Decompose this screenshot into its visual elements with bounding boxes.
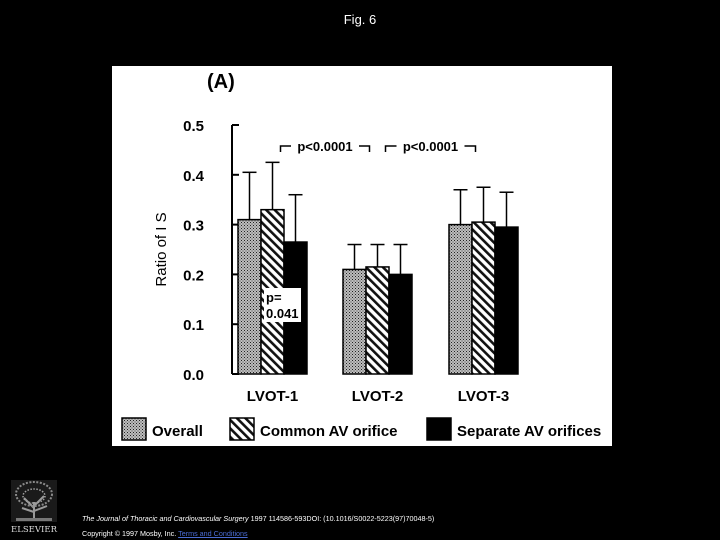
bar — [448, 223, 473, 375]
y-tick-label: 0.5 — [183, 118, 204, 135]
terms-link[interactable]: Terms and Conditions — [178, 529, 248, 538]
annotation-box — [264, 288, 301, 322]
citation: The Journal of Thoracic and Cardiovascul… — [82, 514, 712, 523]
legend-swatch — [229, 417, 255, 441]
bar — [471, 221, 496, 375]
significance-label: p<0.0001 — [297, 139, 352, 154]
legend-label: Common AV orifice — [260, 423, 398, 440]
significance-bracket — [384, 145, 477, 152]
significance-bracket — [279, 145, 371, 152]
x-tick-label: LVOT-1 — [247, 388, 298, 405]
significance-label: p<0.0001 — [403, 139, 458, 154]
legend-swatch — [426, 417, 452, 441]
y-axis-label: Ratio of I S — [153, 212, 170, 286]
bar-chart: (A) 0.0 0.1 0.2 0.3 0.4 0.5 Ratio of I S LVOT-1 L… — [121, 71, 601, 441]
y-tick-label: 0.4 — [183, 168, 205, 185]
legend-label: Separate AV orifices — [457, 423, 601, 440]
bar — [365, 266, 390, 375]
legend-swatch — [121, 417, 147, 441]
annotation-text: p= — [266, 290, 282, 305]
citation-details: 1997 114586-593DOI: (10.1016/S0022-5223(… — [248, 514, 435, 523]
legend-label: Overall — [152, 423, 203, 440]
panel-label: (A) — [207, 71, 235, 93]
x-tick-label: LVOT-2 — [352, 388, 403, 405]
elsevier-logo-text: ELSEVIER — [11, 525, 58, 535]
copyright-line: Copyright © 1997 Mosby, Inc. Terms and C… — [82, 529, 712, 538]
figure-panel: (A) 0.0 0.1 0.2 0.3 0.4 0.5 Ratio of I S LVOT-1 L… — [112, 66, 612, 446]
elsevier-tree-icon: ELSEVIER — [11, 480, 58, 535]
y-tick-label: 0.3 — [183, 218, 204, 235]
bar — [342, 268, 367, 375]
bar — [494, 226, 519, 375]
y-tick-label: 0.0 — [183, 367, 204, 384]
x-tick-label: LVOT-3 — [458, 388, 509, 405]
bar — [388, 273, 413, 375]
annotation-value: 0.041 — [266, 306, 299, 321]
bar — [237, 218, 262, 375]
slide-title: Fig. 6 — [343, 12, 377, 27]
citation-journal: The Journal of Thoracic and Cardiovascul… — [82, 514, 249, 523]
y-tick-label: 0.1 — [183, 317, 204, 334]
y-tick-label: 0.2 — [183, 267, 204, 284]
copyright-text: Copyright © 1997 Mosby, Inc. — [82, 529, 179, 538]
